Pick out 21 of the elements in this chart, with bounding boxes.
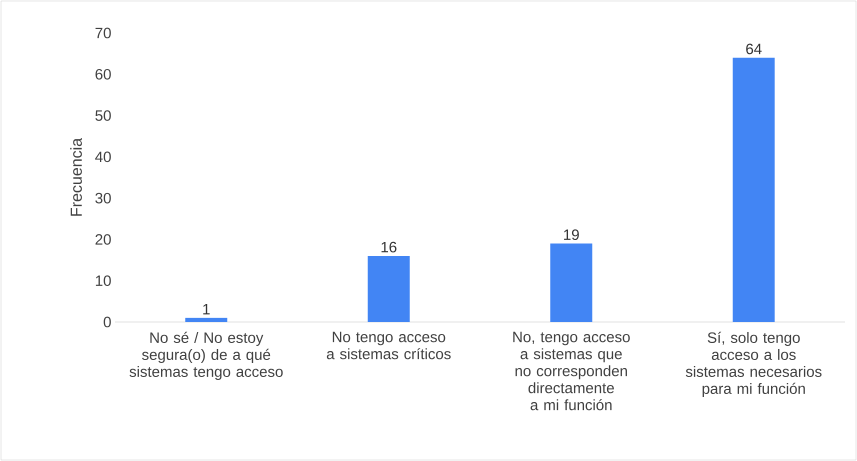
bar	[550, 244, 592, 322]
data-label: 16	[382, 242, 396, 252]
x-tick-label: No sé / No estoy segura(o) de a qué sistemas tengo acceso	[130, 332, 283, 380]
y-tick-label: 10	[96, 275, 111, 286]
y-tick-label: 30	[95, 192, 111, 204]
x-tick-label: No tengo acceso a sistemas críticos	[326, 332, 451, 360]
data-label: 1	[203, 304, 210, 314]
data-label: 19	[564, 229, 579, 240]
y-tick-label: 60	[96, 68, 111, 80]
x-tick-label: Sí, solo tengo acceso a los sistemas necesarios para mi función	[686, 332, 822, 397]
bar	[732, 58, 775, 322]
y-tick-label: 0	[104, 316, 111, 328]
y-axis-title: Frecuencia	[70, 138, 82, 216]
y-tick-label: 70	[96, 28, 111, 38]
y-tick-label: 50	[95, 110, 111, 121]
y-tick-label: 20	[96, 234, 111, 245]
data-label: 64	[746, 44, 762, 54]
y-tick-label: 40	[95, 152, 111, 162]
bar	[185, 318, 228, 322]
x-tick-label: No, tengo acceso a sistemas que no corresponden directamente a mi función	[513, 332, 630, 410]
bar	[368, 256, 410, 322]
